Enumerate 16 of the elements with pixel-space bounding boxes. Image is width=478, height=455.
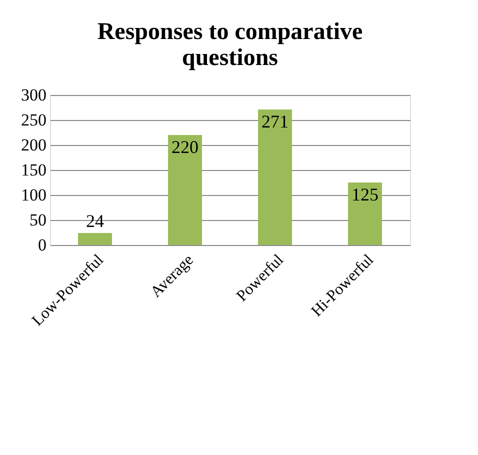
y-tick-label: 250: [21, 110, 46, 130]
y-tick-label: 300: [21, 86, 46, 104]
y-tick-label: 50: [30, 210, 46, 230]
y-tick-label: 100: [21, 186, 46, 204]
y-tick-label: 150: [21, 160, 46, 180]
bar: [348, 182, 382, 245]
data-label: 125: [352, 184, 378, 204]
y-tick-label: 200: [21, 136, 46, 154]
bar: [258, 110, 292, 245]
data-label: 271: [262, 112, 288, 132]
bar: [78, 233, 112, 245]
data-label: 24: [86, 211, 104, 231]
chart-title: Responses to comparative questions: [97, 19, 363, 71]
data-label: 220: [172, 137, 198, 157]
y-tick-label: 0: [38, 236, 46, 254]
bar: [168, 135, 202, 245]
